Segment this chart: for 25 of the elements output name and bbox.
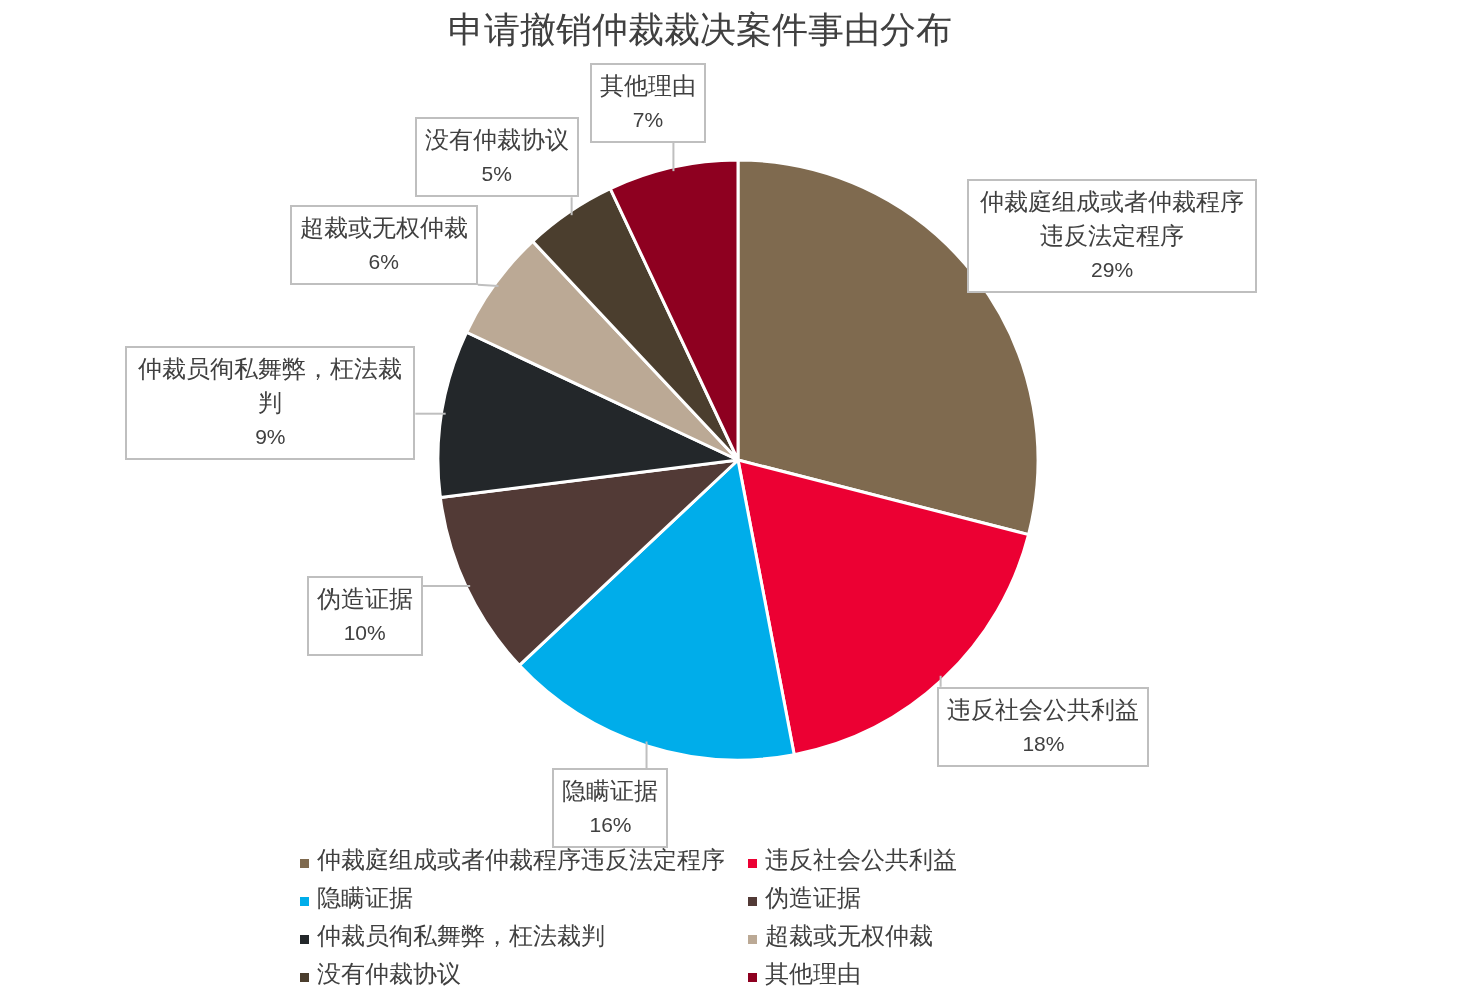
slice-label: 没有仲裁协议 (424, 126, 569, 154)
slice-label: 超裁或无权仲裁 (299, 213, 468, 241)
legend-label: 仲裁庭组成或者仲裁程序违反法定程序 (317, 846, 725, 873)
legend-label: 违反社会公共利益 (765, 846, 957, 873)
legend-label: 仲裁员徇私舞弊，枉法裁判 (317, 922, 605, 949)
slice-label: 仲裁员徇私舞弊，枉法裁判 (138, 354, 403, 416)
legend-label: 隐瞒证据 (317, 884, 413, 911)
data-label: 5% (480, 161, 513, 188)
chart-title: 申请撤销仲裁裁决案件事由分布 (448, 9, 952, 50)
data-label: 29% (1090, 256, 1135, 283)
data-label: 18% (1021, 730, 1066, 757)
slice-label: 隐瞒证据 (562, 777, 659, 805)
slice-label: 其他理由 (599, 71, 696, 99)
legend-label: 没有仲裁协议 (317, 960, 461, 987)
legend-label: 其他理由 (765, 960, 861, 987)
data-label: 9% (254, 423, 287, 450)
legend-label: 伪造证据 (765, 884, 861, 911)
slice-label: 伪造证据 (316, 584, 413, 612)
data-label: 16% (588, 812, 633, 839)
data-label: 7% (631, 106, 665, 133)
data-label: 6% (367, 248, 400, 275)
slice-label: 仲裁庭组成或者仲裁程序违反法定程序 (980, 187, 1245, 249)
data-label: 10% (342, 619, 387, 646)
slice-label: 违反社会公共利益 (947, 695, 1140, 723)
legend-label: 超裁或无权仲裁 (765, 922, 933, 949)
